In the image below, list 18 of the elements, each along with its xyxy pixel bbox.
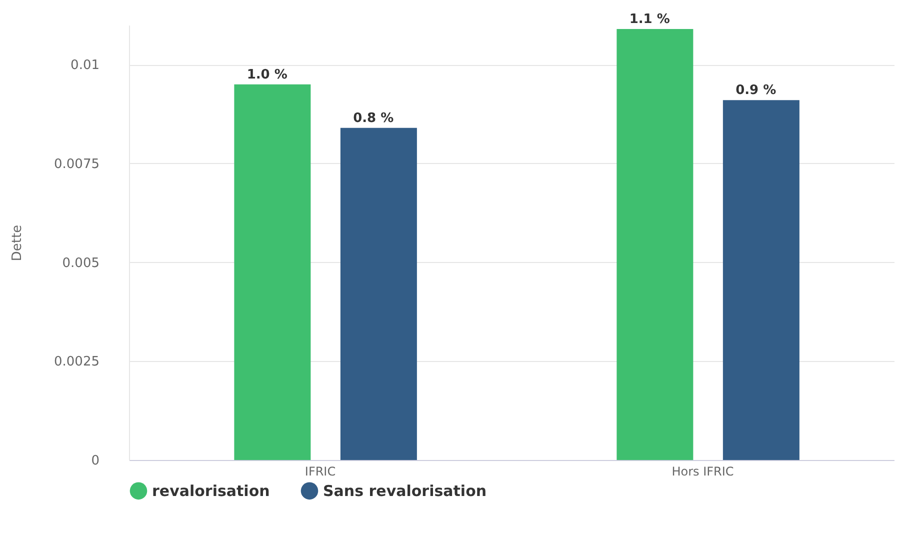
data-label: 1.1 % [629,12,670,27]
bar [616,28,694,460]
data-label: 0.9 % [736,83,776,98]
bar [234,84,311,460]
y-tick-label: 0 [91,454,100,468]
y-tick-label: 0.005 [62,256,100,271]
y-tick-label: 0.0025 [54,354,100,370]
bar [722,100,800,460]
x-tick-label: IFRIC [304,464,336,478]
y-tick-label: 0.0075 [54,156,100,172]
y-axis-title: Dette [10,224,26,262]
bar [340,128,417,460]
data-label: 1.0 % [246,67,288,82]
x-tick-label: Hors IFRIC [672,464,734,478]
legend-label: revalorisation [152,482,270,500]
legend-label: Sans revalorisation [323,482,487,500]
y-tick-label: 0.01 [70,58,100,74]
data-label: 0.8 % [353,110,394,126]
